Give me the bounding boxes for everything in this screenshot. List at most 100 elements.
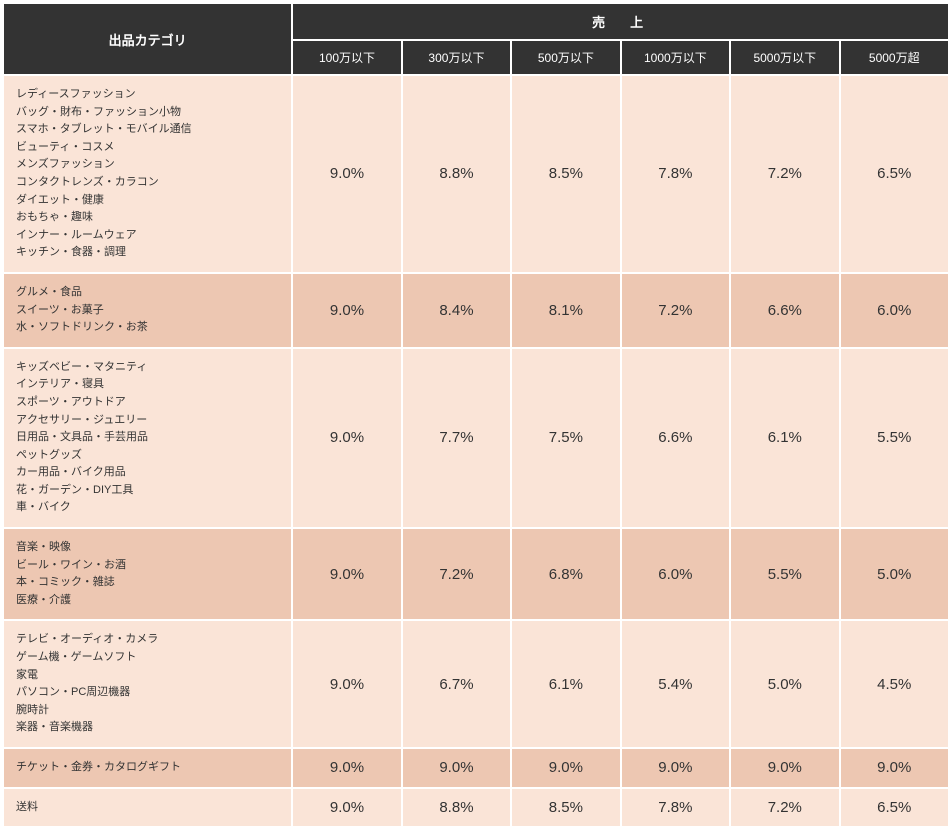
category-line: カー用品・バイク用品 <box>16 464 279 482</box>
value-cell: 6.1% <box>511 620 620 748</box>
value-cell: 5.0% <box>840 528 949 620</box>
value-cell: 7.7% <box>402 348 511 528</box>
value-cell: 9.0% <box>402 748 511 788</box>
table-row: レディースファッションバッグ・財布・ファッション小物スマホ・タブレット・モバイル… <box>3 75 949 273</box>
value-cell: 6.6% <box>730 273 839 348</box>
category-line: 送料 <box>16 799 279 817</box>
table-row: 送料 9.0%8.8%8.5%7.8%7.2%6.5% <box>3 788 949 828</box>
category-line: キッズベビー・マタニティ <box>16 359 279 377</box>
table-row: キッズベビー・マタニティインテリア・寝具スポーツ・アウトドアアクセサリー・ジュエ… <box>3 348 949 528</box>
value-cell: 6.6% <box>621 348 730 528</box>
value-cell: 7.2% <box>621 273 730 348</box>
category-line: バッグ・財布・ファッション小物 <box>16 104 279 122</box>
value-cell: 6.7% <box>402 620 511 748</box>
category-line: チケット・金券・カタログギフト <box>16 759 279 777</box>
category-line: 花・ガーデン・DIY工具 <box>16 482 279 500</box>
category-line: おもちゃ・趣味 <box>16 209 279 227</box>
header-col-2: 500万以下 <box>511 40 620 75</box>
header-col-1: 300万以下 <box>402 40 511 75</box>
value-cell: 8.5% <box>511 75 620 273</box>
value-cell: 9.0% <box>511 748 620 788</box>
value-cell: 9.0% <box>292 620 401 748</box>
table-header: 出品カテゴリ 売 上 100万以下 300万以下 500万以下 1000万以下 … <box>3 3 949 75</box>
value-cell: 5.5% <box>730 528 839 620</box>
value-cell: 6.5% <box>840 788 949 828</box>
value-cell: 9.0% <box>730 748 839 788</box>
fee-table-container: 出品カテゴリ 売 上 100万以下 300万以下 500万以下 1000万以下 … <box>0 0 952 830</box>
category-line: テレビ・オーディオ・カメラ <box>16 631 279 649</box>
value-cell: 5.4% <box>621 620 730 748</box>
value-cell: 5.0% <box>730 620 839 748</box>
value-cell: 9.0% <box>292 348 401 528</box>
category-line: 水・ソフトドリンク・お茶 <box>16 319 279 337</box>
category-line: アクセサリー・ジュエリー <box>16 412 279 430</box>
table-row: チケット・金券・カタログギフト9.0%9.0%9.0%9.0%9.0%9.0% <box>3 748 949 788</box>
table-row: テレビ・オーディオ・カメラゲーム機・ゲームソフト家電パソコン・PC周辺機器腕時計… <box>3 620 949 748</box>
value-cell: 8.1% <box>511 273 620 348</box>
category-line: スマホ・タブレット・モバイル通信 <box>16 121 279 139</box>
value-cell: 7.2% <box>402 528 511 620</box>
value-cell: 7.8% <box>621 788 730 828</box>
header-col-5: 5000万超 <box>840 40 949 75</box>
value-cell: 6.0% <box>621 528 730 620</box>
fee-rate-table: 出品カテゴリ 売 上 100万以下 300万以下 500万以下 1000万以下 … <box>2 2 950 828</box>
header-col-0: 100万以下 <box>292 40 401 75</box>
category-line: 腕時計 <box>16 702 279 720</box>
value-cell: 7.8% <box>621 75 730 273</box>
value-cell: 9.0% <box>621 748 730 788</box>
value-cell: 6.1% <box>730 348 839 528</box>
category-line: スポーツ・アウトドア <box>16 394 279 412</box>
value-cell: 9.0% <box>292 788 401 828</box>
table-row: グルメ・食品スイーツ・お菓子水・ソフトドリンク・お茶9.0%8.4%8.1%7.… <box>3 273 949 348</box>
table-body: レディースファッションバッグ・財布・ファッション小物スマホ・タブレット・モバイル… <box>3 75 949 827</box>
category-line: ビューティ・コスメ <box>16 139 279 157</box>
category-cell: レディースファッションバッグ・財布・ファッション小物スマホ・タブレット・モバイル… <box>3 75 292 273</box>
value-cell: 8.8% <box>402 75 511 273</box>
category-cell: 送料 <box>3 788 292 828</box>
category-line: 家電 <box>16 667 279 685</box>
category-line: インナー・ルームウェア <box>16 227 279 245</box>
value-cell: 4.5% <box>840 620 949 748</box>
category-line: 医療・介護 <box>16 592 279 610</box>
value-cell: 6.8% <box>511 528 620 620</box>
value-cell: 9.0% <box>292 748 401 788</box>
value-cell: 7.2% <box>730 788 839 828</box>
value-cell: 6.0% <box>840 273 949 348</box>
category-line: ペットグッズ <box>16 447 279 465</box>
table-row: 音楽・映像ビール・ワイン・お酒本・コミック・雑誌医療・介護9.0%7.2%6.8… <box>3 528 949 620</box>
category-line: コンタクトレンズ・カラコン <box>16 174 279 192</box>
value-cell: 7.2% <box>730 75 839 273</box>
value-cell: 9.0% <box>292 75 401 273</box>
category-line: グルメ・食品 <box>16 284 279 302</box>
category-line: 車・バイク <box>16 499 279 517</box>
category-cell: キッズベビー・マタニティインテリア・寝具スポーツ・アウトドアアクセサリー・ジュエ… <box>3 348 292 528</box>
value-cell: 9.0% <box>840 748 949 788</box>
category-cell: チケット・金券・カタログギフト <box>3 748 292 788</box>
category-line: 楽器・音楽機器 <box>16 719 279 737</box>
value-cell: 8.4% <box>402 273 511 348</box>
header-col-4: 5000万以下 <box>730 40 839 75</box>
value-cell: 7.5% <box>511 348 620 528</box>
category-line: キッチン・食器・調理 <box>16 244 279 262</box>
category-line: パソコン・PC周辺機器 <box>16 684 279 702</box>
value-cell: 6.5% <box>840 75 949 273</box>
category-line: 音楽・映像 <box>16 539 279 557</box>
category-line: ダイエット・健康 <box>16 192 279 210</box>
category-line: ゲーム機・ゲームソフト <box>16 649 279 667</box>
category-cell: 音楽・映像ビール・ワイン・お酒本・コミック・雑誌医療・介護 <box>3 528 292 620</box>
header-sales: 売 上 <box>292 3 949 40</box>
category-line: メンズファッション <box>16 156 279 174</box>
category-line: 日用品・文具品・手芸用品 <box>16 429 279 447</box>
category-line: ビール・ワイン・お酒 <box>16 557 279 575</box>
value-cell: 9.0% <box>292 528 401 620</box>
category-line: インテリア・寝具 <box>16 376 279 394</box>
header-col-3: 1000万以下 <box>621 40 730 75</box>
value-cell: 8.8% <box>402 788 511 828</box>
value-cell: 8.5% <box>511 788 620 828</box>
value-cell: 5.5% <box>840 348 949 528</box>
value-cell: 9.0% <box>292 273 401 348</box>
category-line: スイーツ・お菓子 <box>16 302 279 320</box>
category-line: レディースファッション <box>16 86 279 104</box>
category-cell: テレビ・オーディオ・カメラゲーム機・ゲームソフト家電パソコン・PC周辺機器腕時計… <box>3 620 292 748</box>
category-cell: グルメ・食品スイーツ・お菓子水・ソフトドリンク・お茶 <box>3 273 292 348</box>
